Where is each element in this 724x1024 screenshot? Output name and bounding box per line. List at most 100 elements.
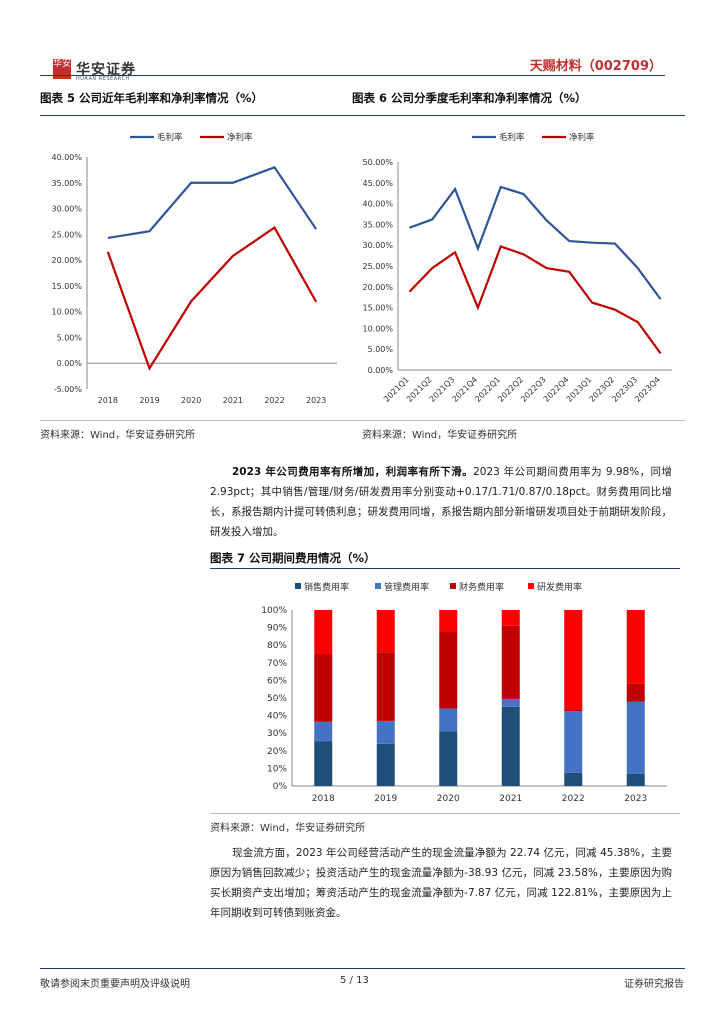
cashflow-paragraph: 现金流方面，2023 年公司经营活动产生的现金流量净额为 22.74 亿元，同减… xyxy=(210,843,672,923)
bar-segment xyxy=(314,741,333,786)
x-tick-label: 2020 xyxy=(181,396,201,405)
x-tick-label: 2020 xyxy=(437,794,460,804)
y-tick-label: 45.00% xyxy=(362,179,393,188)
legend-swatch xyxy=(450,583,456,589)
y-tick-label: 35.00% xyxy=(51,179,82,188)
x-tick-label: 2022 xyxy=(264,396,284,405)
x-tick-label: 2021 xyxy=(499,794,522,804)
logo-english: HUAAN RESEARCH xyxy=(76,76,130,82)
figure-top-rule xyxy=(40,115,685,116)
page-number: 5 / 13 xyxy=(340,975,369,986)
y-tick-label: 35.00% xyxy=(362,220,393,229)
series-line-net-margin xyxy=(106,226,318,371)
footer-disclaimer: 敬请参阅末页重要声明及评级说明 xyxy=(40,979,190,990)
fig7-source: 资料来源：Wind，华安证券研究所 xyxy=(210,823,366,834)
y-tick-label: 50.00% xyxy=(362,158,393,167)
cost-paragraph-text: 2023 年公司期间费用率为 9.98%，同增 2.93pct；其中销售/管理/… xyxy=(210,466,672,538)
y-tick-label: 5.00% xyxy=(368,345,394,354)
legend-label: 管理费用率 xyxy=(384,581,429,593)
y-tick-label: 30% xyxy=(267,729,287,739)
bar-segment xyxy=(626,610,645,684)
legend-label: 净利率 xyxy=(569,132,595,143)
cost-paragraph: 2023 年公司费用率有所增加，利润率有所下滑。2023 年公司期间费用率为 9… xyxy=(210,462,672,542)
series-line-gross-margin xyxy=(409,185,662,300)
legend-swatch xyxy=(528,583,534,589)
fig5-chart: -5.00% 0.00% 5.00% 10.00% 15.00% 20.00% 25.00%… xyxy=(51,132,337,405)
bar-segment xyxy=(314,721,333,742)
bar-segment xyxy=(501,698,520,707)
x-tick-label: 2021 xyxy=(223,396,243,405)
y-tick-label: 40.00% xyxy=(51,153,82,162)
bar-segment xyxy=(439,731,458,786)
y-tick-label: 40% xyxy=(267,712,287,722)
company-title: 天赐材料（002709） xyxy=(529,59,662,74)
bar-segment xyxy=(626,773,645,786)
x-tick-label: 2018 xyxy=(98,396,118,405)
bar-segment xyxy=(501,706,520,786)
y-tick-label: 10% xyxy=(267,764,287,774)
y-tick-label: 40.00% xyxy=(362,200,393,209)
fig7-bottom-rule xyxy=(210,813,680,814)
x-tick-label: 2023 xyxy=(624,794,647,804)
y-tick-label: 80% xyxy=(267,641,287,651)
y-tick-label: 15.00% xyxy=(51,282,82,291)
fig7-title: 图表 7 公司期间费用情况（%） xyxy=(210,551,376,565)
fig7-top-rule xyxy=(210,568,680,569)
legend-label: 研发费用率 xyxy=(537,581,582,593)
fig5-source: 资料来源：Wind，华安证券研究所 xyxy=(40,430,196,441)
footer-label: 证券研究报告 xyxy=(624,979,684,990)
header-rule xyxy=(40,75,665,76)
x-tick-label: 2018 xyxy=(312,794,335,804)
y-tick-label: 10.00% xyxy=(362,324,393,333)
bar-segment xyxy=(376,720,395,744)
y-tick-label: 0% xyxy=(273,782,288,792)
bar-segment xyxy=(564,709,583,712)
y-tick-label: 70% xyxy=(267,659,287,669)
y-tick-label: 0.00% xyxy=(368,366,394,375)
legend-swatch xyxy=(295,583,301,589)
y-tick-label: 50% xyxy=(267,694,287,704)
x-tick-label: 2023 xyxy=(306,396,326,405)
y-tick-label: 25.00% xyxy=(362,262,393,271)
fig6-source: 资料来源：Wind，华安证券研究所 xyxy=(362,430,518,441)
bar-segment xyxy=(376,743,395,786)
y-tick-label: 30.00% xyxy=(51,205,82,214)
figure-bottom-rule xyxy=(40,420,685,421)
y-tick-label: 5.00% xyxy=(57,333,83,342)
bar-segment xyxy=(564,610,583,710)
x-tick-label: 2019 xyxy=(139,396,159,405)
y-tick-label: 100% xyxy=(261,606,287,616)
y-tick-label: 0.00% xyxy=(57,359,83,368)
x-tick-label: 2023Q4 xyxy=(633,375,662,404)
bar-segment xyxy=(439,708,458,732)
bar-segment xyxy=(626,683,645,702)
y-tick-label: 30.00% xyxy=(362,241,393,250)
y-tick-label: 25.00% xyxy=(51,230,82,239)
bar-segment xyxy=(626,701,645,774)
x-tick-label: 2022 xyxy=(562,794,585,804)
logo-mark: 华安 xyxy=(53,59,71,79)
footer-rule xyxy=(40,968,685,969)
bar-segment xyxy=(314,654,333,722)
y-tick-label: 10.00% xyxy=(51,308,82,317)
legend-label: 毛利率 xyxy=(499,132,525,143)
logo-text: 华安证券 xyxy=(76,62,136,78)
bar-segment xyxy=(376,610,395,653)
fig7-chart: 0% 10% 20% 30% 40% 50% 60% 70% 80% 90% 100% 2018 201… xyxy=(261,581,667,804)
fig6-title: 图表 6 公司分季度毛利率和净利率情况（%） xyxy=(352,91,587,105)
bar-segment xyxy=(439,631,458,709)
y-tick-label: 60% xyxy=(267,676,287,686)
cashflow-paragraph-text: 现金流方面，2023 年公司经营活动产生的现金流量净额为 22.74 亿元，同减… xyxy=(210,847,672,919)
y-tick-label: 20% xyxy=(267,747,287,757)
fig5-title: 图表 5 公司近年毛利率和净利率情况（%） xyxy=(40,91,264,105)
bar-segment xyxy=(439,610,458,632)
bar-segment xyxy=(376,652,395,721)
legend-label: 财务费用率 xyxy=(459,581,504,593)
bar-segment xyxy=(501,610,520,626)
bar-segment xyxy=(501,625,520,699)
bar-segment xyxy=(564,772,583,786)
series-line-gross-margin xyxy=(107,165,318,240)
y-tick-label: -5.00% xyxy=(54,385,83,394)
series-line-net-margin xyxy=(408,245,662,355)
legend-label: 销售费用率 xyxy=(304,581,349,593)
